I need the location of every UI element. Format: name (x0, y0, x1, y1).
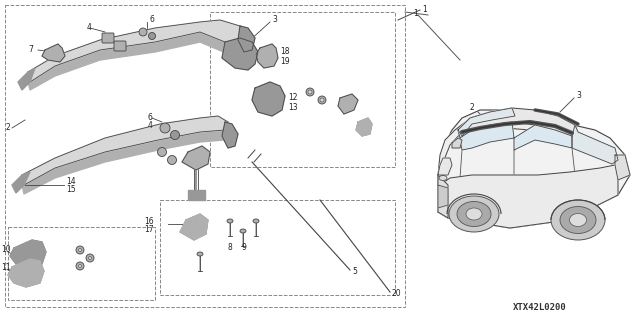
Text: 19: 19 (280, 56, 290, 65)
Circle shape (86, 254, 94, 262)
Polygon shape (28, 20, 245, 82)
Bar (160, 200, 395, 295)
Text: 7: 7 (28, 44, 33, 54)
Polygon shape (615, 155, 630, 180)
Polygon shape (458, 108, 578, 138)
Circle shape (308, 90, 312, 94)
Polygon shape (252, 82, 285, 116)
Text: 1: 1 (422, 4, 427, 13)
Circle shape (79, 264, 81, 268)
Polygon shape (438, 185, 448, 208)
Ellipse shape (197, 252, 203, 256)
Polygon shape (238, 26, 255, 52)
Ellipse shape (570, 213, 586, 226)
Polygon shape (180, 214, 208, 240)
Text: 3: 3 (576, 92, 581, 100)
Text: 13: 13 (288, 102, 298, 112)
Polygon shape (452, 138, 462, 148)
Circle shape (76, 246, 84, 254)
Polygon shape (12, 172, 30, 193)
Polygon shape (28, 30, 243, 90)
Ellipse shape (466, 208, 482, 220)
Circle shape (79, 249, 81, 251)
Polygon shape (438, 158, 452, 175)
Circle shape (157, 147, 166, 157)
Polygon shape (10, 240, 46, 268)
Polygon shape (572, 125, 618, 164)
Text: 18: 18 (280, 48, 289, 56)
Circle shape (320, 98, 324, 102)
Ellipse shape (439, 175, 447, 181)
Polygon shape (458, 108, 515, 136)
Circle shape (168, 155, 177, 165)
Text: 9: 9 (242, 243, 247, 253)
Polygon shape (438, 110, 545, 175)
Polygon shape (438, 110, 630, 228)
Polygon shape (222, 38, 258, 70)
Bar (210, 12, 395, 167)
Text: 12: 12 (288, 93, 298, 102)
FancyBboxPatch shape (114, 41, 126, 51)
Ellipse shape (560, 206, 596, 234)
Polygon shape (222, 122, 238, 148)
FancyBboxPatch shape (102, 33, 114, 43)
Text: 4: 4 (87, 23, 92, 32)
Polygon shape (256, 44, 278, 68)
Ellipse shape (253, 219, 259, 223)
Polygon shape (22, 116, 228, 185)
Polygon shape (514, 125, 572, 150)
Polygon shape (338, 94, 358, 114)
Ellipse shape (449, 196, 499, 232)
Ellipse shape (457, 202, 491, 226)
Circle shape (160, 123, 170, 133)
Text: 2: 2 (470, 103, 474, 113)
Circle shape (148, 33, 156, 40)
Text: 1: 1 (413, 9, 418, 18)
Text: 8: 8 (228, 243, 233, 253)
Text: 6: 6 (148, 113, 153, 122)
Circle shape (318, 96, 326, 104)
Text: 10: 10 (1, 246, 11, 255)
Text: 16: 16 (144, 217, 154, 226)
Text: 20: 20 (392, 288, 402, 298)
Text: 2: 2 (5, 123, 10, 132)
Circle shape (88, 256, 92, 259)
Text: 3: 3 (272, 16, 277, 25)
Text: 17: 17 (144, 225, 154, 234)
Bar (8, 227, 155, 300)
Ellipse shape (551, 200, 605, 240)
Text: 4: 4 (148, 122, 153, 130)
Polygon shape (438, 175, 448, 218)
Ellipse shape (240, 229, 246, 233)
Text: 15: 15 (66, 186, 76, 195)
Polygon shape (356, 118, 372, 136)
Text: 5: 5 (352, 268, 357, 277)
Bar (5, 5, 405, 307)
Circle shape (139, 28, 147, 36)
Polygon shape (22, 126, 227, 194)
Text: 14: 14 (66, 177, 76, 187)
Polygon shape (8, 259, 44, 287)
Text: 11: 11 (1, 263, 10, 272)
Polygon shape (182, 146, 210, 170)
Text: XTX42L0200: XTX42L0200 (513, 303, 567, 313)
Text: 6: 6 (149, 16, 154, 25)
Polygon shape (42, 44, 65, 62)
Ellipse shape (227, 219, 233, 223)
Polygon shape (438, 165, 618, 228)
Polygon shape (460, 122, 514, 150)
Polygon shape (18, 68, 35, 90)
Polygon shape (188, 190, 205, 200)
Circle shape (76, 262, 84, 270)
Circle shape (306, 88, 314, 96)
Circle shape (170, 130, 179, 139)
